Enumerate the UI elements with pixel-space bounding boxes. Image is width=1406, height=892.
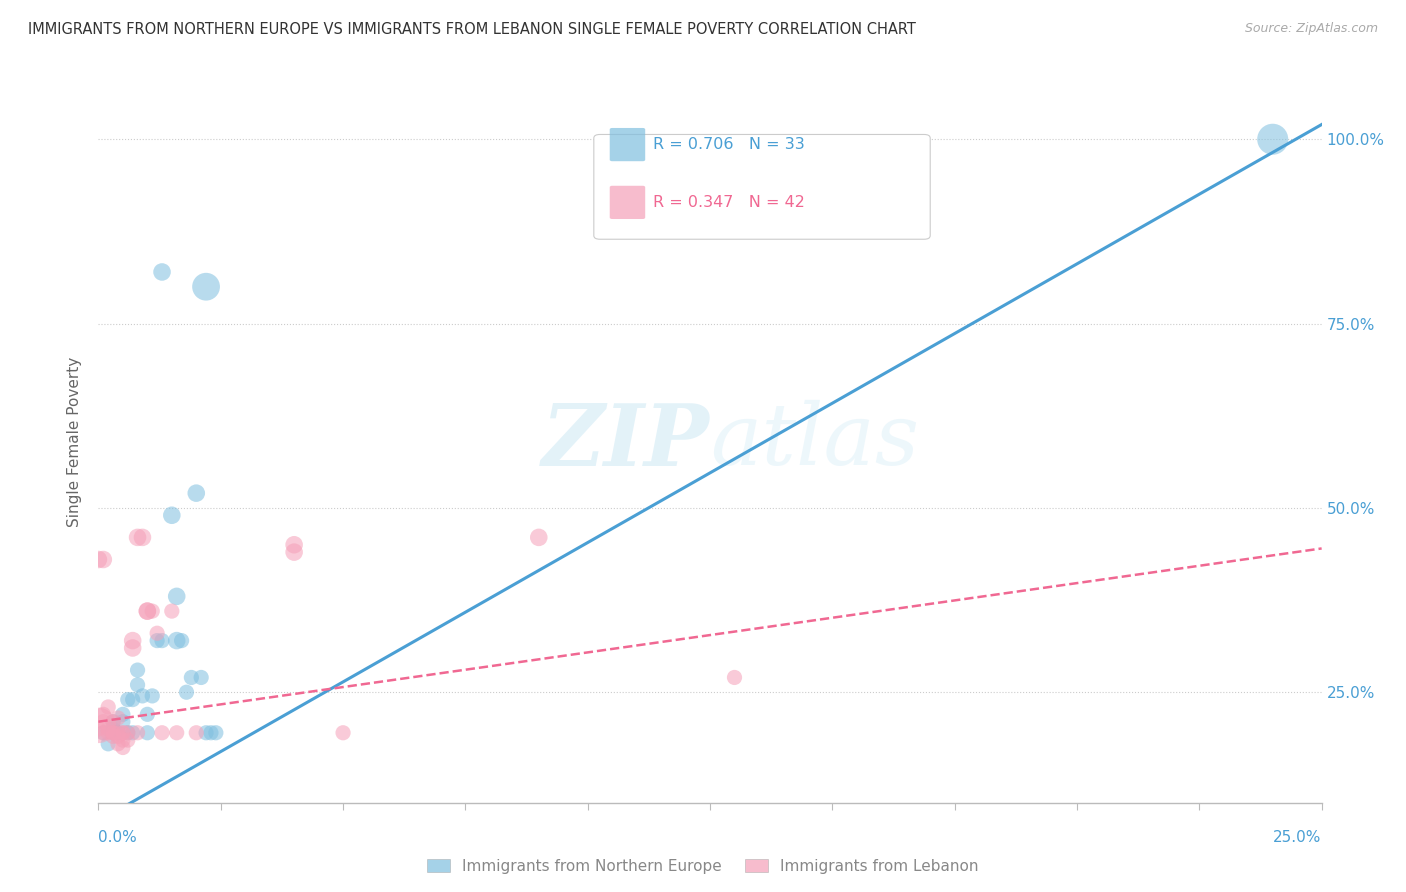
- Point: [91, 707, 114, 722]
- Point: [91, 725, 114, 739]
- Point: [186, 725, 208, 739]
- Point: [723, 670, 745, 684]
- Point: [121, 725, 143, 739]
- Point: [166, 725, 188, 739]
- Point: [107, 725, 129, 739]
- Point: [283, 538, 305, 552]
- Point: [111, 707, 134, 722]
- Point: [101, 730, 124, 744]
- Point: [97, 700, 120, 714]
- Point: [97, 722, 120, 736]
- FancyBboxPatch shape: [610, 128, 645, 161]
- Point: [176, 685, 198, 699]
- Point: [160, 508, 183, 523]
- Point: [107, 711, 129, 725]
- Point: [117, 733, 139, 747]
- Point: [111, 733, 134, 747]
- Point: [136, 707, 159, 722]
- Point: [111, 725, 134, 739]
- Text: IMMIGRANTS FROM NORTHERN EUROPE VS IMMIGRANTS FROM LEBANON SINGLE FEMALE POVERTY: IMMIGRANTS FROM NORTHERN EUROPE VS IMMIG…: [28, 22, 915, 37]
- Legend: Immigrants from Northern Europe, Immigrants from Lebanon: Immigrants from Northern Europe, Immigra…: [422, 853, 984, 880]
- Point: [166, 590, 188, 604]
- Point: [332, 725, 354, 739]
- Point: [200, 725, 222, 739]
- Point: [190, 670, 212, 684]
- Point: [87, 722, 110, 736]
- Point: [127, 678, 149, 692]
- Point: [97, 725, 120, 739]
- Point: [107, 730, 129, 744]
- Text: 0.0%: 0.0%: [98, 830, 138, 845]
- Point: [283, 545, 305, 559]
- Point: [170, 633, 193, 648]
- Point: [107, 737, 129, 751]
- FancyBboxPatch shape: [610, 186, 645, 219]
- Point: [131, 689, 153, 703]
- Point: [146, 633, 169, 648]
- Point: [205, 725, 228, 739]
- Point: [101, 714, 124, 729]
- Point: [117, 725, 139, 739]
- Point: [166, 633, 188, 648]
- FancyBboxPatch shape: [593, 135, 931, 239]
- Point: [136, 725, 159, 739]
- Point: [111, 725, 134, 739]
- Point: [117, 692, 139, 706]
- Point: [121, 640, 143, 655]
- Text: ZIP: ZIP: [543, 400, 710, 483]
- Point: [1261, 132, 1284, 146]
- Point: [97, 737, 120, 751]
- Point: [150, 633, 173, 648]
- Point: [111, 740, 134, 755]
- Point: [101, 725, 124, 739]
- Point: [87, 552, 110, 566]
- Point: [121, 633, 143, 648]
- Point: [127, 725, 149, 739]
- Text: Source: ZipAtlas.com: Source: ZipAtlas.com: [1244, 22, 1378, 36]
- Point: [180, 670, 202, 684]
- Point: [146, 626, 169, 640]
- Point: [127, 663, 149, 677]
- Point: [91, 714, 114, 729]
- Point: [131, 530, 153, 544]
- Text: atlas: atlas: [710, 401, 920, 483]
- Point: [150, 725, 173, 739]
- Point: [117, 725, 139, 739]
- Text: 25.0%: 25.0%: [1274, 830, 1322, 845]
- Point: [160, 604, 183, 618]
- Point: [150, 265, 173, 279]
- Text: R = 0.706   N = 33: R = 0.706 N = 33: [652, 137, 804, 152]
- Point: [91, 552, 114, 566]
- Point: [87, 718, 110, 732]
- Point: [127, 530, 149, 544]
- Point: [121, 692, 143, 706]
- Point: [186, 486, 208, 500]
- Point: [136, 604, 159, 618]
- Point: [111, 714, 134, 729]
- Point: [101, 725, 124, 739]
- Point: [136, 604, 159, 618]
- Point: [101, 714, 124, 729]
- Point: [195, 279, 218, 293]
- Point: [141, 689, 163, 703]
- Y-axis label: Single Female Poverty: Single Female Poverty: [67, 357, 83, 526]
- Point: [101, 722, 124, 736]
- Point: [107, 725, 129, 739]
- Point: [195, 725, 218, 739]
- Text: R = 0.347   N = 42: R = 0.347 N = 42: [652, 194, 804, 210]
- Point: [91, 725, 114, 739]
- Point: [527, 530, 550, 544]
- Point: [141, 604, 163, 618]
